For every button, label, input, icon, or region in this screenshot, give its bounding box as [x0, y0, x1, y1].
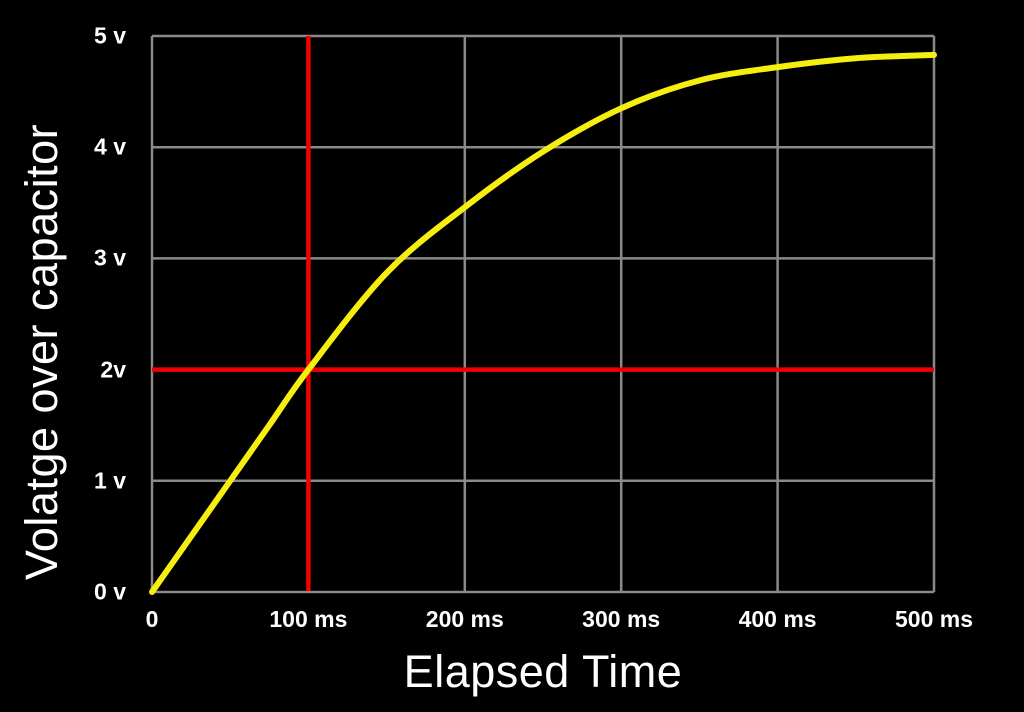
- x-axis-title: Elapsed Time: [403, 646, 683, 697]
- y-tick-label: 1 v: [94, 467, 126, 494]
- y-tick-label: 2v: [100, 356, 126, 383]
- x-tick-label: 0: [145, 606, 159, 632]
- x-tick-label: 300 ms: [582, 606, 661, 632]
- y-tick-label: 5 v: [94, 22, 126, 49]
- y-tick-label: 4 v: [94, 133, 126, 160]
- x-tick-label: 200 ms: [425, 606, 504, 632]
- voltage-curve: [149, 51, 937, 595]
- y-tick-label: 3 v: [94, 244, 126, 271]
- x-tick-label: 400 ms: [738, 606, 817, 632]
- y-tick-label: 0 v: [94, 578, 126, 605]
- x-tick-label: 100 ms: [269, 606, 348, 632]
- x-tick-label: 500 ms: [894, 606, 974, 632]
